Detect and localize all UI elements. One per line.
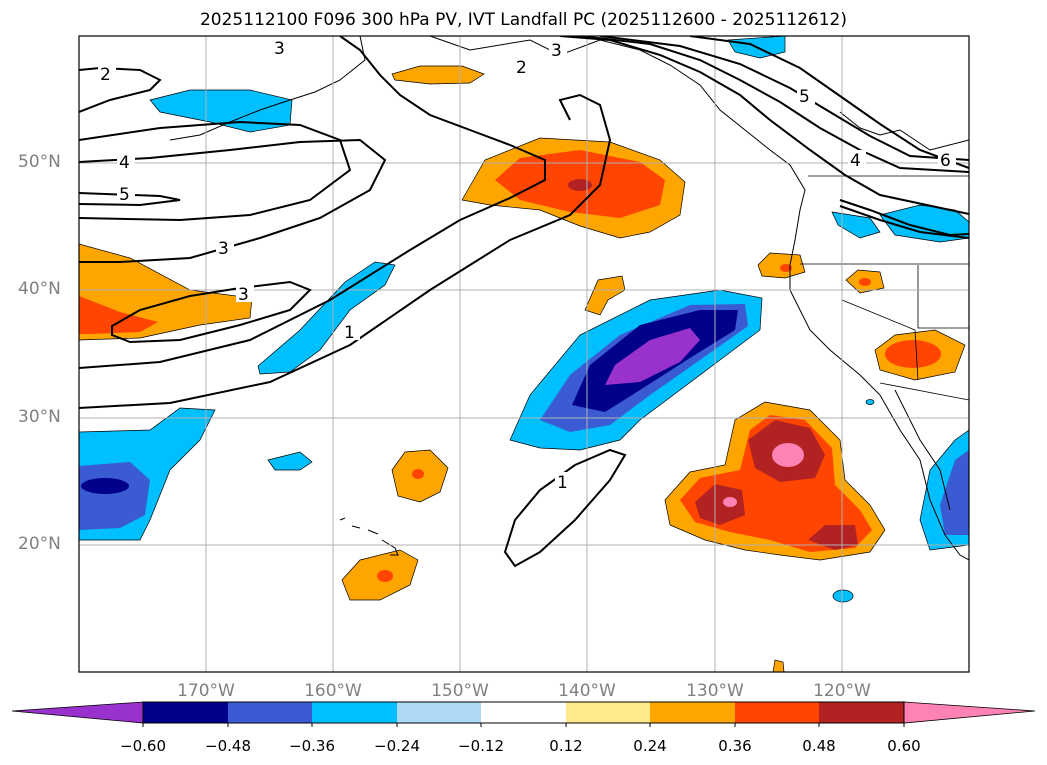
colorbar-tick-label: 0.24 xyxy=(633,737,667,755)
colorbar-segment xyxy=(735,702,819,723)
colorbar-tick-label: 0.60 xyxy=(887,737,921,755)
contour-label: 5 xyxy=(119,185,130,205)
colorbar-tick-label: −0.24 xyxy=(374,737,420,755)
colorbar-segment xyxy=(143,702,228,723)
colorbar-segment xyxy=(566,702,650,723)
colorbar-tick-label: −0.12 xyxy=(458,737,504,755)
colorbar-segment xyxy=(228,702,312,723)
colorbar-tick-label: 0.48 xyxy=(802,737,836,755)
lon-label-120w: 120°W xyxy=(813,681,871,701)
lat-label-30n: 30°N xyxy=(18,407,61,427)
political-borders xyxy=(800,175,969,401)
colorbar-segment xyxy=(11,701,144,724)
colorbar-tick-label: 0.36 xyxy=(718,737,752,755)
coastlines xyxy=(169,36,969,561)
contour-label: 6 xyxy=(940,151,951,171)
contour-label: 3 xyxy=(238,285,249,305)
colorbar-tick-label: −0.36 xyxy=(289,737,335,755)
lat-label-40n: 40°N xyxy=(18,279,61,299)
colorbar-tick-label: 0.12 xyxy=(549,737,583,755)
contour-label: 1 xyxy=(557,473,568,493)
contour-label: 3 xyxy=(551,41,562,61)
map-panel: 2 3 3 2 4 5 3 3 1 1 5 4 6 xyxy=(78,35,970,673)
pv-anomaly-fill xyxy=(79,36,969,672)
map-title: 2025112100 F096 300 hPa PV, IVT Landfall… xyxy=(199,10,847,30)
colorbar-segment xyxy=(903,701,1036,724)
contour-label: 5 xyxy=(799,87,810,107)
colorbar-segment xyxy=(312,702,397,723)
lat-label-20n: 20°N xyxy=(18,534,61,554)
colorbar-segment xyxy=(397,702,481,723)
contour-label: 3 xyxy=(218,239,229,259)
colorbar-tick-label: −0.60 xyxy=(120,737,166,755)
colorbar-segment xyxy=(819,702,904,723)
contour-label: 1 xyxy=(344,323,355,343)
lon-label-150w: 150°W xyxy=(431,681,489,701)
contour-label: 2 xyxy=(100,65,111,85)
lon-label-130w: 130°W xyxy=(686,681,744,701)
lon-label-140w: 140°W xyxy=(558,681,616,701)
colorbar-segment xyxy=(650,702,735,723)
colorbar xyxy=(11,701,1036,727)
contour-label: 4 xyxy=(119,153,130,173)
contour-label: 3 xyxy=(274,39,285,59)
contour-label: 4 xyxy=(850,151,861,171)
colorbar-tick-label: −0.48 xyxy=(205,737,251,755)
contour-labels: 2 3 3 2 4 5 3 3 1 1 5 4 6 xyxy=(98,38,956,493)
lon-label-170w: 170°W xyxy=(177,681,235,701)
pv-contours xyxy=(79,36,969,568)
lat-label-50n: 50°N xyxy=(18,152,61,172)
contour-label: 2 xyxy=(516,58,527,78)
lon-label-160w: 160°W xyxy=(304,681,362,701)
colorbar-segment xyxy=(481,702,566,723)
